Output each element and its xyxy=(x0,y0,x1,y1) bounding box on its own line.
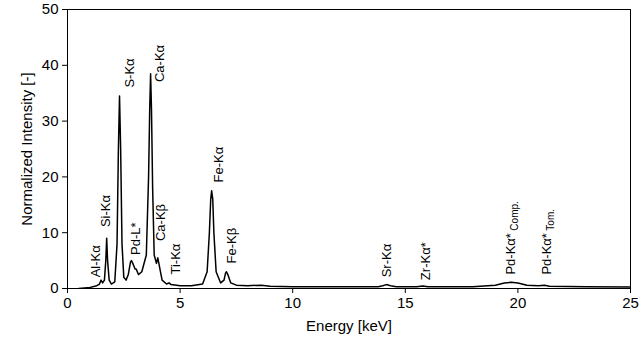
svg-text:Zr-Kα*: Zr-Kα* xyxy=(418,242,433,280)
svg-text:S-Kα: S-Kα xyxy=(122,58,137,88)
svg-text:Comp.: Comp. xyxy=(509,201,520,230)
svg-text:Normalized Intensity [-]: Normalized Intensity [-] xyxy=(18,72,35,225)
svg-text:0: 0 xyxy=(50,279,58,296)
svg-text:Si-Kα: Si-Kα xyxy=(98,195,113,228)
svg-text:20: 20 xyxy=(510,294,527,311)
svg-text:20: 20 xyxy=(42,168,59,185)
svg-text:Sr-Kα: Sr-Kα xyxy=(379,243,394,277)
svg-text:Fe-Kα: Fe-Kα xyxy=(211,146,226,182)
svg-text:Al-Kα: Al-Kα xyxy=(88,245,103,278)
svg-text:40: 40 xyxy=(42,56,59,73)
svg-text:Ti-Kα: Ti-Kα xyxy=(168,243,183,274)
svg-text:Ca-Kα: Ca-Kα xyxy=(152,44,167,82)
svg-text:25: 25 xyxy=(622,294,639,311)
svg-text:15: 15 xyxy=(397,294,414,311)
svg-text:30: 30 xyxy=(42,112,59,129)
svg-text:50: 50 xyxy=(42,0,59,17)
svg-text:Pd-Kα*: Pd-Kα* xyxy=(503,233,518,274)
svg-text:Ca-Kβ: Ca-Kβ xyxy=(153,204,168,241)
svg-text:Energy [keV]: Energy [keV] xyxy=(306,317,392,334)
svg-text:0: 0 xyxy=(63,294,71,311)
svg-text:Pd-L*: Pd-L* xyxy=(128,222,143,255)
svg-text:Tom.: Tom. xyxy=(545,209,556,231)
svg-text:Pd-Kα*: Pd-Kα* xyxy=(539,233,554,274)
svg-text:5: 5 xyxy=(176,294,184,311)
svg-text:10: 10 xyxy=(284,294,301,311)
svg-text:10: 10 xyxy=(42,224,59,241)
svg-text:Fe-Kβ: Fe-Kβ xyxy=(224,228,239,264)
